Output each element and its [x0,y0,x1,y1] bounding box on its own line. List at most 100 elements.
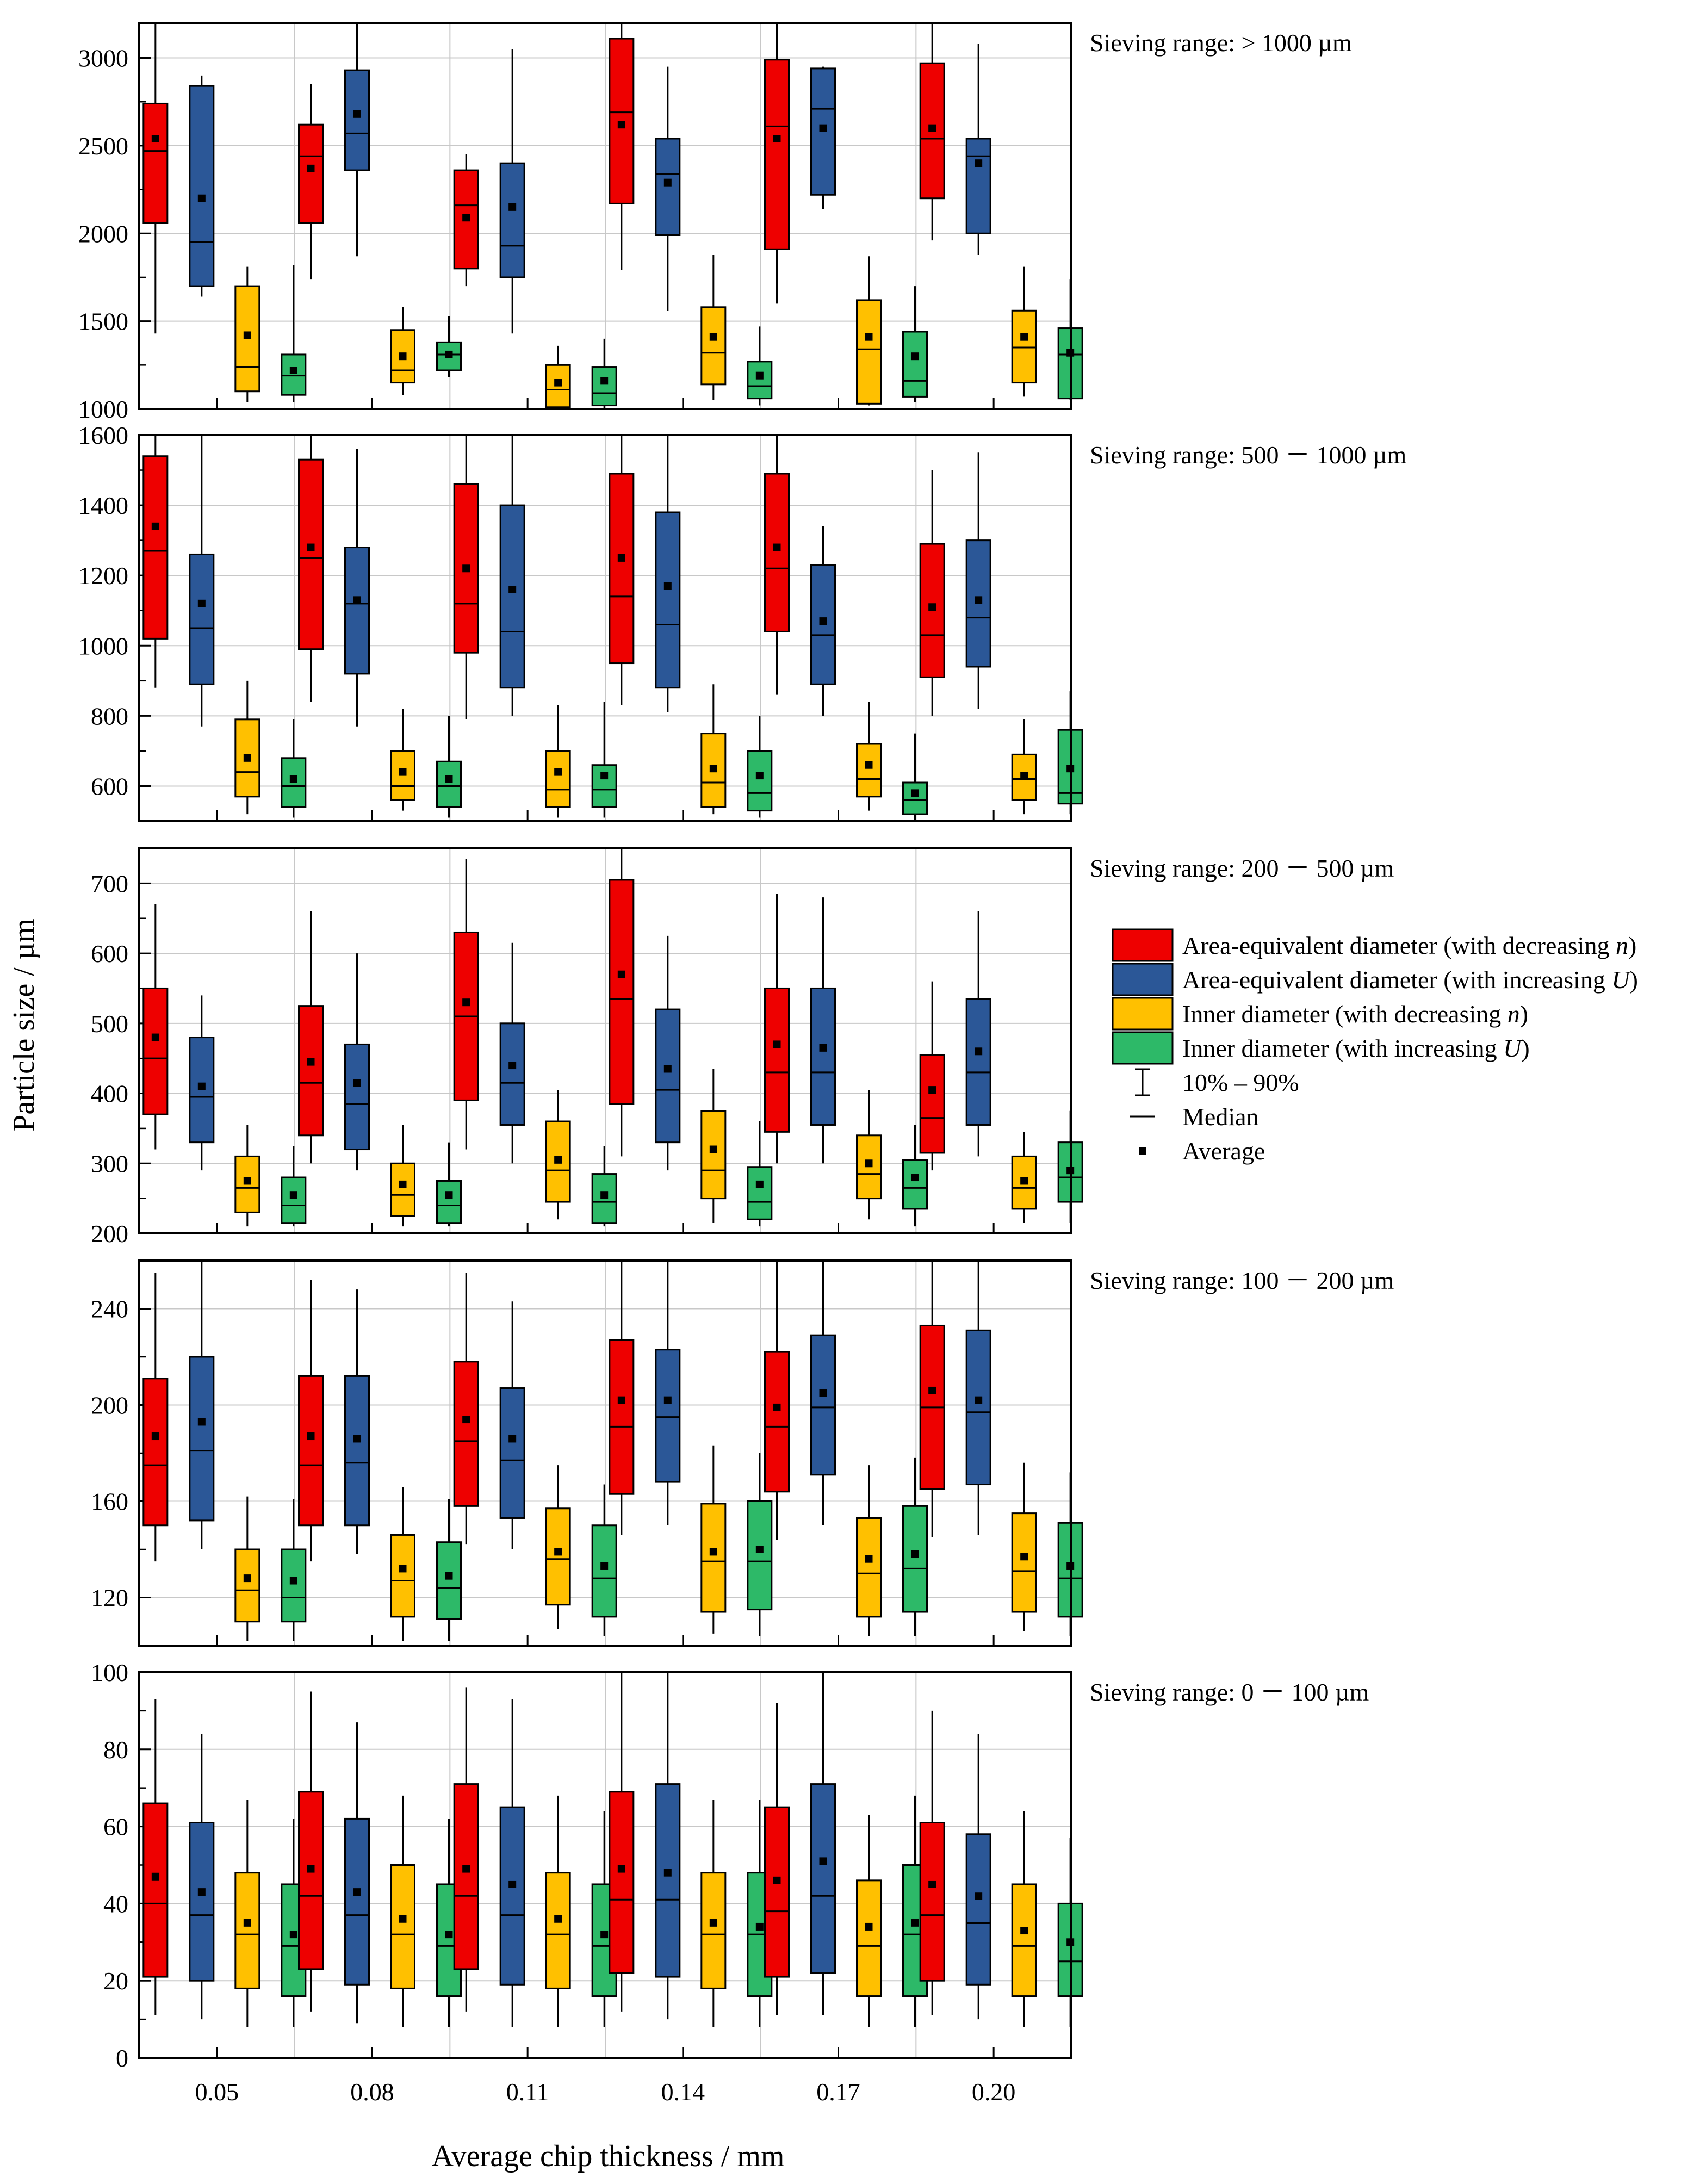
x-tick-label: 0.11 [506,2078,549,2106]
average-marker [709,1548,717,1556]
box-0.08-series-2 [344,1722,370,2024]
box-iqr [902,781,928,815]
box-0.14-series-2 [655,66,681,311]
box-0.08-series-2 [344,23,370,257]
average-marker [819,1389,827,1397]
average-marker [197,1082,206,1090]
box-iqr [919,1822,945,1982]
box-0.14-series-3 [700,1445,727,1634]
y-tick-label: 1200 [78,562,128,590]
box-iqr [591,366,617,407]
average-marker [709,765,717,773]
box-0.08-series-2 [344,953,370,1171]
box-0.17-series-1 [764,1703,790,2016]
legend-label-series-3: Inner diameter (with decreasing n) [1182,1000,1528,1028]
box-0.20-series-3 [1011,1132,1037,1223]
legend-text-main: Area-equivalent diameter (with decreasin… [1182,932,1616,959]
box-iqr [655,1008,681,1144]
average-marker [600,1562,609,1570]
box-0.08-series-1 [298,911,324,1164]
average-marker [709,1145,717,1153]
box-0.17-series-1 [764,23,790,304]
box-0.08-series-4 [436,1142,462,1227]
average-marker [755,371,764,380]
average-marker [554,768,562,776]
box-0.17-series-2 [810,1672,836,2016]
average-marker [151,1432,159,1441]
box-iqr [390,1162,415,1217]
box-iqr [281,757,307,808]
average-marker [865,1555,873,1563]
box-0.08-series-3 [390,1795,415,2027]
average-marker [773,1876,781,1884]
average-marker [755,772,764,780]
average-marker [1020,772,1028,780]
y-tick-label: 400 [91,1080,128,1108]
box-0.20-series-2 [965,452,991,709]
box-0.05-series-3 [234,266,260,402]
average-marker [554,379,562,387]
box-0.08-series-4 [436,1499,462,1641]
box-0.11-series-2 [499,942,525,1164]
box-0.14-series-4 [747,716,773,818]
average-marker [709,333,717,341]
box-0.14-series-4 [747,326,773,406]
box-iqr [142,1378,169,1527]
box-0.17-series-2 [810,897,836,1164]
box-iqr [142,987,169,1115]
average-marker [1020,1177,1028,1185]
average-marker [911,1919,919,1927]
box-iqr [189,553,215,685]
box-0.05-series-1 [142,904,169,1150]
box-0.11-series-3 [545,345,571,409]
box-iqr [234,1872,260,1989]
box-iqr [609,473,635,665]
box-0.08-series-3 [390,1125,415,1227]
y-tick-label: 0 [116,2044,128,2072]
box-iqr [655,1349,681,1483]
y-tick-label: 700 [91,870,128,897]
box-iqr [189,1822,215,1982]
box-0.05-series-1 [142,1699,169,2016]
box-iqr [919,1054,945,1154]
box-iqr [298,458,324,650]
box-iqr [856,743,882,798]
box-0.05-series-4 [281,1146,307,1227]
box-0.05-series-2 [189,75,215,297]
box-iqr [142,455,169,640]
box-iqr [764,1351,790,1493]
box-0.17-series-1 [764,1261,790,1540]
box-0.05-series-3 [234,1799,260,2027]
box-iqr [499,1806,525,1986]
average-marker [445,1572,453,1580]
box-iqr [1011,1883,1037,1997]
average-marker [197,1418,206,1426]
box-0.17-series-3 [856,1815,882,2027]
box-0.14-series-3 [700,255,727,400]
legend-swatch [1112,928,1174,962]
box-iqr [609,1791,635,1974]
box-iqr [856,1517,882,1618]
box-iqr [281,1548,307,1623]
box-0.20-series-1 [919,1261,945,1537]
legend-text-suffix: ) [1520,1000,1528,1028]
box-iqr [965,1329,991,1486]
box-0.05-series-2 [189,1261,215,1549]
average-marker [151,1033,159,1041]
y-tick-label: 80 [103,1736,128,1764]
average-marker [600,772,609,780]
average-marker [663,1396,672,1404]
y-tick-label: 200 [91,1220,128,1248]
average-marker [663,582,672,590]
y-tick-label: 1600 [78,421,128,449]
x-tick-label: 0.20 [972,2078,1016,2106]
average-marker [819,124,827,132]
box-iqr [453,1783,479,1970]
box-0.17-series-2 [810,1261,836,1525]
average-marker [399,1915,407,1923]
box-0.17-series-3 [856,256,882,406]
box-iqr [902,331,928,398]
x-tick-label: 0.14 [661,2078,705,2106]
average-marker [554,1915,562,1923]
box-0.05-series-1 [142,435,169,688]
